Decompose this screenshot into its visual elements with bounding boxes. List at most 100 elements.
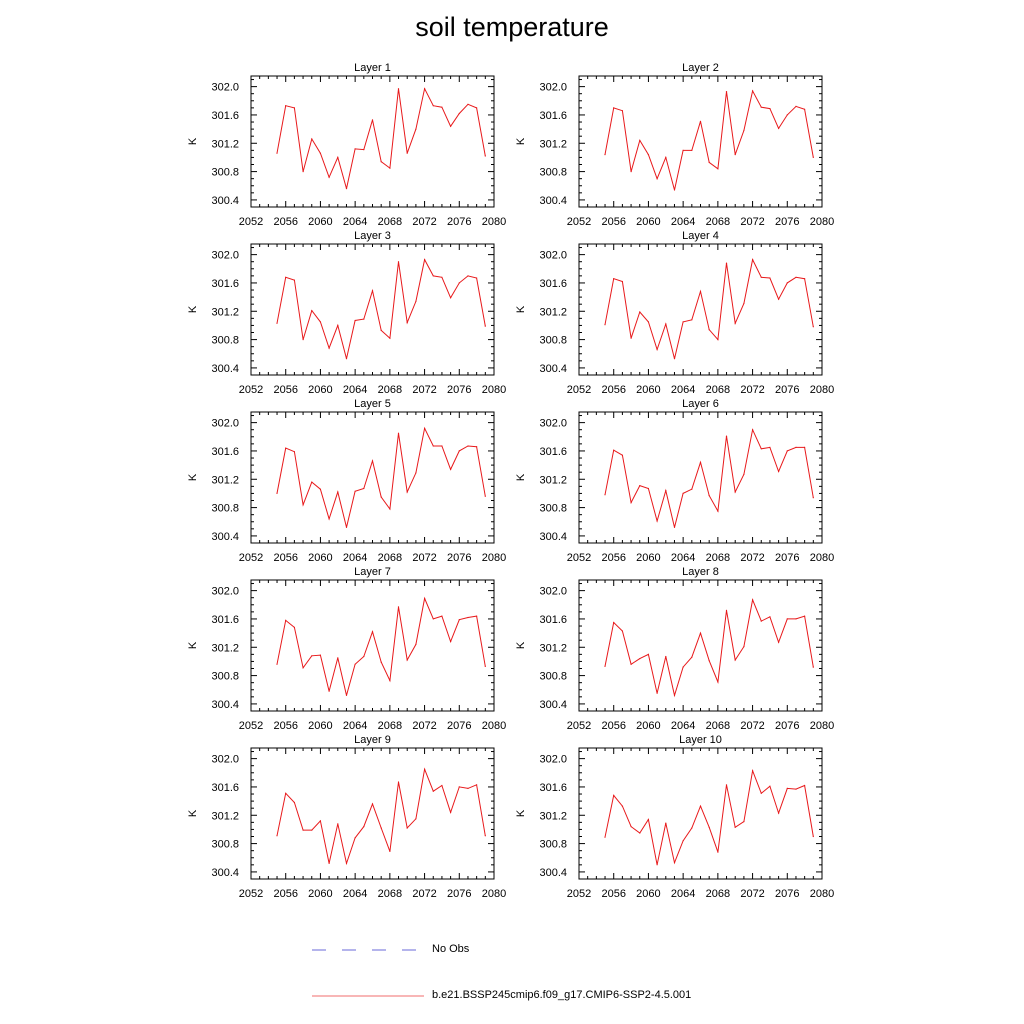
y-tick-label: 302.0 [211, 82, 239, 94]
data-point [786, 450, 788, 452]
x-tick-label: 2064 [343, 888, 367, 900]
data-point [293, 451, 295, 453]
y-tick-label: 300.4 [211, 867, 239, 879]
data-point [795, 788, 797, 790]
y-tick-label: 301.6 [211, 278, 239, 290]
data-point [424, 768, 426, 770]
data-point [397, 606, 400, 608]
x-tick-label: 2080 [482, 384, 506, 396]
data-point [458, 786, 460, 788]
x-tick-label: 2072 [740, 384, 764, 396]
data-point [354, 837, 356, 839]
data-point [812, 835, 814, 838]
data-point [293, 626, 295, 629]
x-tick-label: 2072 [412, 552, 436, 564]
data-point [302, 667, 304, 669]
y-tick-label: 300.4 [539, 531, 567, 543]
y-tick-label: 301.2 [211, 810, 239, 822]
series-line [276, 767, 486, 866]
data-point [415, 643, 417, 646]
data-point [363, 655, 365, 658]
y-tick-label: 300.4 [211, 195, 239, 207]
data-point [699, 461, 702, 463]
data-point [752, 429, 754, 431]
data-point [311, 310, 313, 312]
y-tick-label: 300.8 [539, 503, 567, 515]
data-point [450, 641, 452, 643]
y-tick-label: 300.8 [211, 503, 239, 515]
data-point [804, 446, 806, 448]
data-point [647, 154, 650, 156]
panel-title: Layer 2 [682, 62, 719, 74]
y-axis-label: K [515, 641, 527, 649]
data-point [717, 339, 719, 341]
plot-frame [250, 243, 495, 376]
x-tick-label: 2056 [273, 720, 297, 732]
panel-title: Layer 5 [354, 398, 391, 410]
data-point [786, 114, 788, 116]
y-tick-label: 301.6 [211, 110, 239, 122]
y-tick-label: 300.4 [539, 195, 567, 207]
y-tick-label: 301.6 [211, 446, 239, 458]
data-point [345, 694, 348, 697]
data-point [328, 518, 330, 520]
y-tick-label: 300.4 [539, 363, 567, 375]
x-tick-label: 2060 [308, 552, 332, 564]
data-point [725, 784, 728, 786]
data-point [769, 108, 771, 110]
data-point [647, 818, 650, 821]
y-tick-label: 301.6 [539, 278, 567, 290]
x-tick-label: 2072 [740, 888, 764, 900]
panel-title: Layer 3 [354, 230, 391, 242]
data-point [812, 497, 814, 499]
data-point [450, 811, 452, 814]
data-point [441, 615, 443, 617]
x-tick-label: 2060 [308, 216, 332, 228]
data-point [778, 641, 780, 643]
data-point [484, 155, 486, 157]
y-axis-label: K [515, 305, 527, 313]
x-tick-label: 2064 [671, 720, 695, 732]
x-tick-label: 2068 [706, 216, 730, 228]
data-point [345, 358, 348, 360]
data-point [708, 826, 710, 828]
data-point [673, 694, 676, 697]
y-tick-label: 300.8 [539, 335, 567, 347]
data-point [380, 161, 382, 163]
data-point [734, 491, 736, 493]
data-point [484, 835, 486, 837]
y-tick-label: 302.0 [211, 250, 239, 262]
data-point [389, 337, 391, 339]
data-point [699, 632, 702, 634]
data-point [406, 827, 408, 829]
data-point [725, 262, 728, 264]
data-point [630, 171, 632, 173]
data-point [621, 805, 624, 807]
series-line [276, 426, 486, 528]
x-tick-label: 2064 [343, 552, 367, 564]
data-point [691, 319, 693, 321]
panel-7: Layer 7 K 2052 2056 2060 2064 2068 2072 2076 2080… [187, 566, 506, 732]
data-point [276, 835, 278, 837]
x-tick-label: 2068 [706, 552, 730, 564]
data-point [795, 446, 797, 448]
x-tick-label: 2064 [671, 216, 695, 228]
series-line [604, 258, 814, 359]
x-tick-label: 2052 [239, 888, 263, 900]
data-point [804, 278, 806, 280]
y-tick-label: 301.6 [211, 614, 239, 626]
data-point [328, 176, 330, 178]
data-point [354, 663, 356, 665]
plot-frame [578, 243, 823, 376]
x-tick-label: 2064 [343, 720, 367, 732]
data-point [476, 277, 478, 279]
data-point [621, 280, 624, 283]
data-point [397, 432, 400, 434]
data-point [467, 787, 469, 790]
x-tick-label: 2052 [567, 720, 591, 732]
data-point [769, 446, 771, 448]
series-line [276, 258, 486, 359]
y-tick-label: 301.6 [539, 446, 567, 458]
data-point [285, 276, 287, 278]
panel-4: Layer 4 K 2052 2056 2060 2064 2068 2072 2076 2080… [515, 230, 834, 396]
